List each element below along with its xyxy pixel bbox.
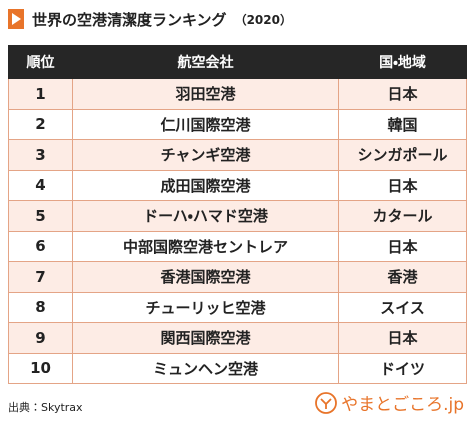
table-row: 5 ドーハ・ハマド空港 カタール [8, 200, 467, 232]
table-cell: 1 [8, 78, 73, 110]
table-cell: 中部国際空港セントレア [72, 230, 339, 262]
table-row: 3 チャンギ空港 シンガポール [8, 139, 467, 171]
table-cell: ミュンヘン空港 [72, 352, 339, 384]
table-cell: 香港 [338, 261, 467, 293]
logo-text: やまとごころ.jp [341, 395, 464, 415]
logo: やまとごころ.jp [315, 390, 464, 415]
table-cell: 成田国際空港 [72, 169, 339, 201]
table-cell: ドイツ [338, 352, 467, 384]
table-row: 8 チューリッヒ空港 スイス [8, 291, 467, 323]
table-row: 4 成田国際空港 日本 [8, 169, 467, 201]
table-cell: 7 [8, 261, 73, 293]
table-cell: 5 [8, 200, 73, 232]
table-cell: 関西国際空港 [72, 322, 339, 354]
table-row: 2 仁川国際空港 韓国 [8, 108, 467, 140]
table-cell: 羽田空港 [72, 78, 339, 110]
table-cell: 6 [8, 230, 73, 262]
table-cell: スイス [338, 291, 467, 323]
table-cell: ドーハ・ハマド空港 [72, 200, 339, 232]
header-row: 順位 航空会社 国・地域 [8, 45, 467, 79]
column-header: 国・地域 [338, 45, 467, 79]
title: 世界の空港清潔度ランキング [32, 10, 227, 29]
logo-icon [315, 391, 337, 414]
table-cell: 日本 [338, 322, 467, 354]
title-year: （2020） [234, 12, 292, 27]
ranking-table: 順位 航空会社 国・地域 1 羽田空港 日本 2 仁川国際空港 韓国 3 チャンギ空港 シンガポール… [8, 45, 467, 384]
table-cell: 日本 [338, 230, 467, 262]
column-header: 順位 [8, 45, 73, 79]
table-cell: 4 [8, 169, 73, 201]
table-row: 9 関西国際空港 日本 [8, 322, 467, 354]
table-cell: 日本 [338, 78, 467, 110]
table-cell: シンガポール [338, 139, 467, 171]
title-bar: 世界の空港清潔度ランキング （2020） [8, 6, 292, 32]
table-cell: 2 [8, 108, 73, 140]
table-row: 7 香港国際空港 香港 [8, 261, 467, 293]
table-cell: チューリッヒ空港 [72, 291, 339, 323]
table-cell: 10 [8, 352, 73, 384]
table-row: 1 羽田空港 日本 [8, 78, 467, 110]
table-cell: 8 [8, 291, 73, 323]
table-cell: 香港国際空港 [72, 261, 339, 293]
column-header: 航空会社 [72, 45, 339, 79]
table-cell: 9 [8, 322, 73, 354]
table-cell: 日本 [338, 169, 467, 201]
table-cell: 韓国 [338, 108, 467, 140]
table-cell: チャンギ空港 [72, 139, 339, 171]
source: 出典：Skytrax [8, 401, 83, 414]
table-cell: 仁川国際空港 [72, 108, 339, 140]
title-icon [8, 9, 24, 29]
table-body: 1 羽田空港 日本 2 仁川国際空港 韓国 3 チャンギ空港 シンガポール 4 成田国際空港 日本 5 ド… [8, 78, 467, 384]
table-cell: 3 [8, 139, 73, 171]
table-row: 10 ミュンヘン空港 ドイツ [8, 352, 467, 384]
table-row: 6 中部国際空港セントレア 日本 [8, 230, 467, 262]
table-cell: カタール [338, 200, 467, 232]
